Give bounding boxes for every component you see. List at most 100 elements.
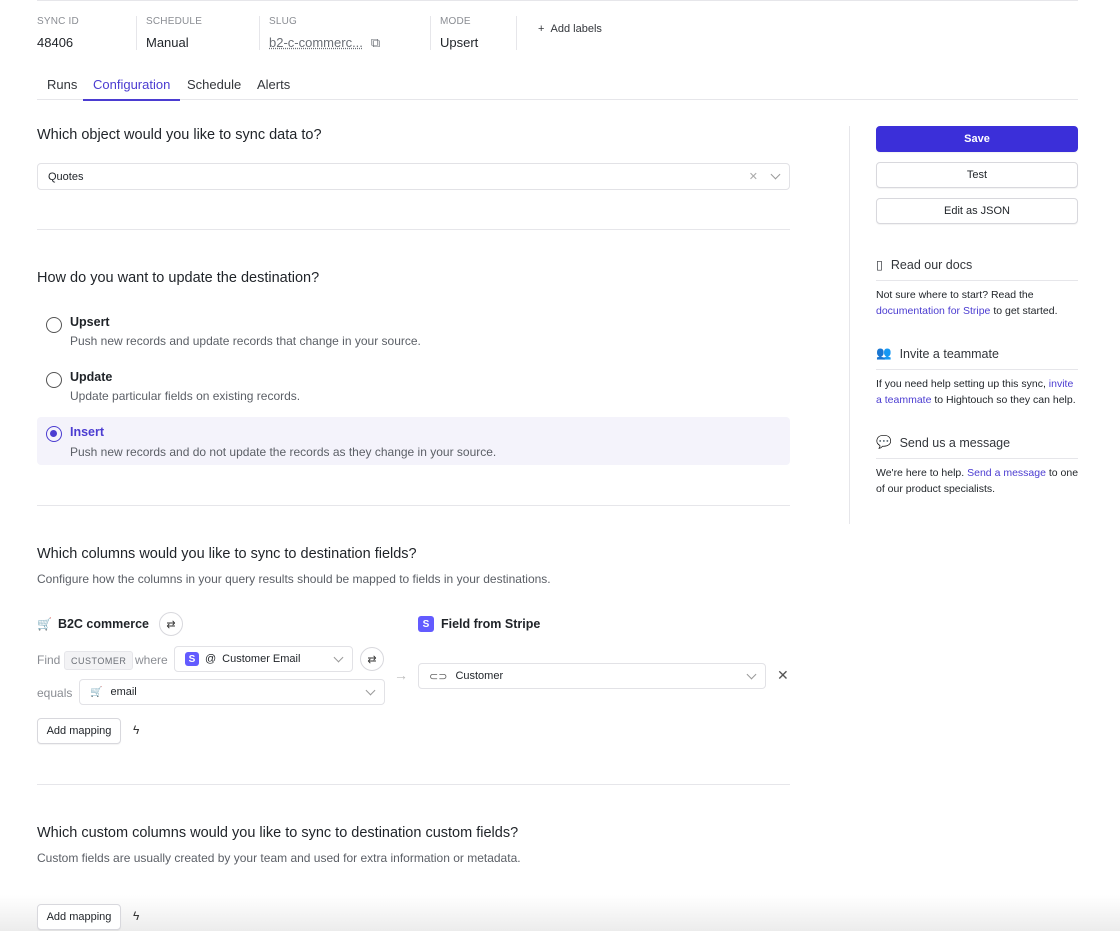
divider bbox=[37, 0, 1078, 1]
radio-button[interactable] bbox=[46, 426, 62, 442]
radio-upsert[interactable]: Upsert Push new records and update record… bbox=[37, 310, 790, 358]
divider bbox=[259, 16, 260, 50]
option-description: Push new records and do not update the r… bbox=[70, 445, 497, 459]
update-question: How do you want to update the destinatio… bbox=[37, 270, 320, 286]
destination-field-value: Customer bbox=[455, 670, 504, 682]
docs-link[interactable]: documentation for Stripe bbox=[876, 305, 991, 317]
tab-configuration[interactable]: Configuration bbox=[82, 77, 181, 101]
divider bbox=[37, 784, 790, 785]
custom-columns-question: Which custom columns would you like to s… bbox=[37, 825, 519, 841]
clear-icon[interactable]: ✕ bbox=[748, 171, 758, 183]
source-name: B2C commerce bbox=[57, 617, 149, 631]
object-tag: CUSTOMER bbox=[64, 651, 134, 670]
columns-question: Which columns would you like to sync to … bbox=[37, 546, 417, 562]
chevron-down-icon bbox=[770, 169, 781, 180]
edit-json-button[interactable]: Edit as JSON bbox=[876, 198, 1078, 224]
find-label: Find bbox=[37, 653, 61, 667]
test-button[interactable]: Test bbox=[876, 162, 1078, 188]
option-title: Update bbox=[70, 370, 113, 384]
divider bbox=[136, 16, 137, 50]
docs-text-pre: Not sure where to start? Read the bbox=[876, 289, 1034, 301]
add-labels-button[interactable]: + Add labels bbox=[538, 23, 602, 35]
message-title: Send us a message bbox=[899, 435, 1011, 450]
swap-icon[interactable]: ⇄ bbox=[360, 647, 384, 671]
equals-label: equals bbox=[37, 686, 73, 700]
tab-runs[interactable]: Runs bbox=[47, 77, 78, 92]
option-description: Push new records and update records that… bbox=[70, 334, 421, 348]
equals-field-value: email bbox=[110, 686, 137, 698]
invite-link[interactable]: invite a teammate bbox=[876, 378, 1074, 406]
sidebar-divider bbox=[849, 126, 850, 524]
divider bbox=[37, 229, 790, 230]
columns-subtitle: Configure how the columns in your query … bbox=[37, 572, 551, 586]
invite-text-post: to Hightouch so they can help. bbox=[931, 394, 1076, 406]
plus-icon: + bbox=[538, 23, 548, 35]
source-header: 🛒 B2C commerce ⇄ bbox=[37, 612, 183, 636]
schedule-label: SCHEDULE bbox=[146, 16, 203, 27]
stripe-icon: S bbox=[418, 616, 434, 632]
tab-schedule[interactable]: Schedule bbox=[187, 77, 242, 92]
schedule: SCHEDULE Manual bbox=[146, 16, 202, 52]
docs-text: Not sure where to start? Read the docume… bbox=[876, 287, 1081, 319]
invite-text: If you need help setting up this sync, i… bbox=[876, 376, 1081, 408]
destination-field-select[interactable]: ⊂⊃ Customer bbox=[418, 663, 766, 689]
chevron-down-icon bbox=[746, 669, 757, 679]
remove-mapping-icon[interactable]: ✕ bbox=[777, 667, 789, 683]
where-label: where bbox=[135, 653, 168, 667]
sync-id-label: SYNC ID bbox=[37, 16, 79, 27]
slug-label: SLUG bbox=[269, 16, 298, 27]
message-text: We're here to help. Send a message to on… bbox=[876, 465, 1081, 497]
copy-icon[interactable]: ⧉ bbox=[370, 35, 381, 50]
mode-label: MODE bbox=[440, 16, 471, 27]
message-link[interactable]: Send a message bbox=[967, 467, 1046, 479]
radio-button[interactable] bbox=[46, 372, 62, 388]
object-question: Which object would you like to sync data… bbox=[37, 127, 322, 143]
object-select[interactable]: Quotes ✕ bbox=[37, 163, 790, 190]
option-description: Update particular fields on existing rec… bbox=[70, 389, 301, 403]
chevron-down-icon bbox=[333, 652, 344, 662]
cart-icon: 🛒 bbox=[37, 617, 52, 631]
docs-heading: ▯ Read our docs bbox=[876, 257, 1078, 281]
swap-icon[interactable]: ⇄ bbox=[158, 612, 183, 636]
message-heading: 💬 Send us a message bbox=[876, 435, 1078, 459]
radio-button[interactable] bbox=[46, 317, 62, 333]
cart-icon: 🛒 bbox=[90, 686, 103, 698]
message-text-pre: We're here to help. bbox=[876, 467, 968, 479]
object-value: Quotes bbox=[48, 170, 84, 183]
option-title: Upsert bbox=[70, 315, 110, 329]
sync-id: SYNC ID 48406 bbox=[37, 16, 79, 52]
invite-text-pre: If you need help setting up this sync, bbox=[876, 378, 1049, 390]
equals-field-select[interactable]: 🛒 email bbox=[79, 679, 385, 705]
slug: SLUG b2-c-commerc... ⧉ bbox=[269, 16, 380, 52]
at-icon: @ bbox=[205, 653, 217, 665]
lightning-icon[interactable]: ϟ bbox=[133, 909, 140, 923]
radio-insert[interactable]: Insert Push new records and do not update… bbox=[37, 417, 790, 465]
custom-columns-subtitle: Custom fields are usually created by you… bbox=[37, 851, 521, 865]
link-icon: ⊂⊃ bbox=[429, 670, 448, 683]
divider bbox=[430, 16, 431, 50]
invite-title: Invite a teammate bbox=[899, 346, 999, 361]
add-labels-label: Add labels bbox=[550, 23, 602, 35]
sync-id-value: 48406 bbox=[37, 35, 74, 50]
where-field-select[interactable]: S @ Customer Email bbox=[174, 646, 353, 672]
mode-value: Upsert bbox=[440, 35, 479, 50]
radio-update[interactable]: Update Update particular fields on existi… bbox=[37, 365, 790, 413]
add-custom-mapping-button[interactable]: Add mapping bbox=[37, 904, 121, 930]
save-button[interactable]: Save bbox=[876, 126, 1078, 152]
stripe-icon: S bbox=[185, 652, 199, 666]
lightning-icon[interactable]: ϟ bbox=[133, 723, 140, 737]
tab-alerts[interactable]: Alerts bbox=[257, 77, 291, 92]
add-mapping-button[interactable]: Add mapping bbox=[37, 718, 121, 744]
slug-value[interactable]: b2-c-commerc... bbox=[269, 35, 363, 50]
bottom-fade bbox=[0, 895, 1120, 931]
docs-text-post: to get started. bbox=[990, 305, 1058, 317]
chat-icon: 💬 bbox=[876, 435, 892, 449]
divider bbox=[516, 16, 517, 50]
message-text-post: to one of our product specialists. bbox=[876, 467, 1079, 495]
users-icon: 👥 bbox=[876, 346, 892, 360]
book-icon: ▯ bbox=[876, 258, 883, 272]
schedule-value: Manual bbox=[146, 35, 189, 50]
where-field-value: Customer Email bbox=[222, 653, 301, 665]
divider bbox=[37, 505, 790, 506]
docs-title: Read our docs bbox=[890, 257, 973, 272]
